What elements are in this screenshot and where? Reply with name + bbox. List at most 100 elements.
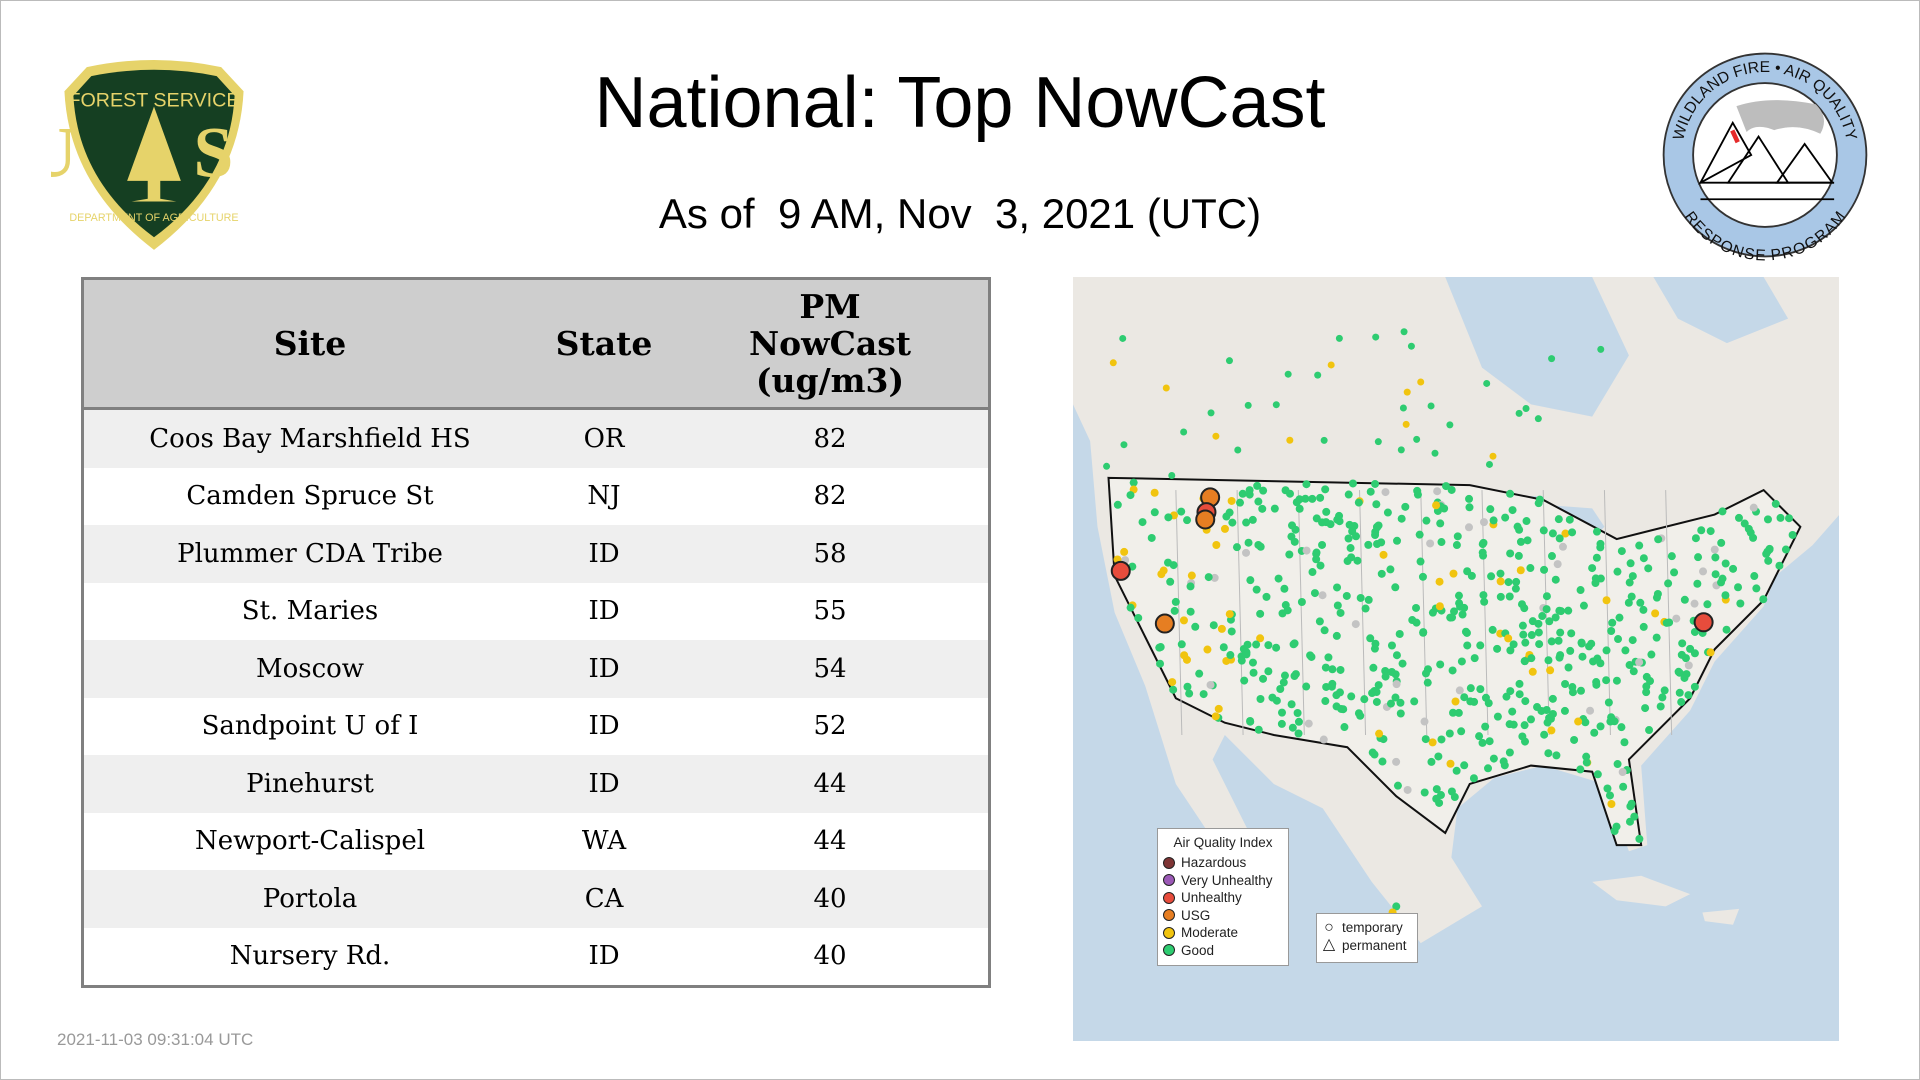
monitor-good[interactable] [1677, 650, 1686, 659]
monitor-good[interactable] [1252, 640, 1261, 649]
monitor-good[interactable] [1307, 652, 1316, 661]
monitor-good[interactable] [1372, 687, 1381, 696]
monitor-good[interactable] [1515, 690, 1524, 699]
monitor-good[interactable] [1366, 634, 1375, 643]
monitor-good[interactable] [1625, 661, 1634, 670]
monitor-canada[interactable] [1403, 388, 1411, 396]
monitor-moderate[interactable] [1428, 738, 1437, 747]
monitor-good[interactable] [1721, 559, 1730, 568]
monitor-good[interactable] [1520, 721, 1529, 730]
monitor-good[interactable] [1308, 494, 1317, 503]
monitor-moderate[interactable] [1168, 678, 1177, 687]
monitor-canada[interactable] [1119, 334, 1127, 342]
monitor-good[interactable] [1639, 622, 1648, 631]
monitor-good[interactable] [1547, 552, 1556, 561]
monitor-good[interactable] [1287, 700, 1296, 709]
monitor-good[interactable] [1138, 518, 1147, 527]
monitor-good[interactable] [1370, 644, 1379, 653]
monitor-good[interactable] [1248, 658, 1257, 667]
monitor-good[interactable] [1321, 697, 1330, 706]
monitor-good[interactable] [1605, 791, 1614, 800]
monitor-moderate[interactable] [1435, 577, 1444, 586]
monitor-good[interactable] [1147, 533, 1156, 542]
monitor-good[interactable] [1228, 518, 1237, 527]
monitor-moderate[interactable] [1214, 704, 1223, 713]
monitor-canada[interactable] [1489, 452, 1497, 460]
monitor-good[interactable] [1678, 639, 1687, 648]
monitor-canada[interactable] [1372, 333, 1380, 341]
monitor-good[interactable] [1478, 540, 1487, 549]
monitor-good[interactable] [1628, 636, 1637, 645]
monitor-good[interactable] [1374, 521, 1383, 530]
monitor-good[interactable] [1736, 599, 1745, 608]
monitor-no-data[interactable] [1710, 545, 1719, 554]
monitor-canada[interactable] [1207, 409, 1215, 417]
monitor-canada[interactable] [1103, 462, 1111, 470]
monitor-good[interactable] [1576, 686, 1585, 695]
monitor-good[interactable] [1513, 522, 1522, 531]
monitor-no-data[interactable] [1684, 661, 1693, 670]
monitor-good[interactable] [1391, 583, 1400, 592]
monitor-good[interactable] [1504, 578, 1513, 587]
monitor-canada[interactable] [1427, 402, 1435, 410]
monitor-good[interactable] [1401, 502, 1410, 511]
monitor-good[interactable] [1614, 635, 1623, 644]
monitor-good[interactable] [1422, 516, 1431, 525]
monitor-good[interactable] [1302, 682, 1311, 691]
monitor-good[interactable] [1246, 716, 1255, 725]
monitor-unhealthy[interactable] [1110, 560, 1131, 581]
monitor-good[interactable] [1521, 697, 1530, 706]
monitor-good[interactable] [1294, 717, 1303, 726]
monitor-good[interactable] [1227, 627, 1236, 636]
monitor-good[interactable] [1232, 543, 1241, 552]
monitor-canada[interactable] [1483, 379, 1491, 387]
monitor-good[interactable] [1694, 553, 1703, 562]
monitor-good[interactable] [1288, 723, 1297, 732]
monitor-good[interactable] [1360, 695, 1369, 704]
monitor-good[interactable] [1759, 595, 1768, 604]
monitor-no-data[interactable] [1553, 560, 1562, 569]
monitor-good[interactable] [1434, 752, 1443, 761]
monitor-no-data[interactable] [1558, 542, 1567, 551]
monitor-no-data[interactable] [1381, 488, 1390, 497]
monitor-canada[interactable] [1446, 421, 1454, 429]
monitor-good[interactable] [1292, 498, 1301, 507]
monitor-good[interactable] [1437, 538, 1446, 547]
monitor-good[interactable] [1750, 572, 1759, 581]
monitor-good[interactable] [1592, 553, 1601, 562]
monitor-good[interactable] [1484, 764, 1493, 773]
monitor-moderate[interactable] [1706, 648, 1715, 657]
monitor-canada[interactable] [1400, 328, 1408, 336]
monitor-good[interactable] [1486, 505, 1495, 514]
monitor-good[interactable] [1626, 559, 1635, 568]
monitor-good[interactable] [1316, 493, 1325, 502]
monitor-good[interactable] [1587, 639, 1596, 648]
monitor-canada[interactable] [1485, 460, 1493, 468]
monitor-good[interactable] [1452, 766, 1461, 775]
monitor-good[interactable] [1526, 715, 1535, 724]
monitor-good[interactable] [1771, 499, 1780, 508]
monitor-good[interactable] [1333, 601, 1342, 610]
monitor-good[interactable] [1717, 538, 1726, 547]
monitor-good[interactable] [1354, 709, 1363, 718]
monitor-good[interactable] [1436, 660, 1445, 669]
monitor-good[interactable] [1487, 572, 1496, 581]
monitor-good[interactable] [1578, 652, 1587, 661]
monitor-good[interactable] [1718, 574, 1727, 583]
monitor-good[interactable] [1222, 512, 1231, 521]
monitor-no-data[interactable] [1206, 680, 1215, 689]
monitor-good[interactable] [1711, 553, 1720, 562]
monitor-good[interactable] [1321, 663, 1330, 672]
monitor-moderate[interactable] [1516, 566, 1525, 575]
monitor-good[interactable] [1166, 577, 1175, 586]
monitor-moderate[interactable] [1217, 624, 1226, 633]
monitor-good[interactable] [1642, 688, 1651, 697]
monitor-good[interactable] [1312, 549, 1321, 558]
monitor-good[interactable] [1412, 603, 1421, 612]
monitor-moderate[interactable] [1220, 524, 1229, 533]
monitor-usg[interactable] [1154, 613, 1175, 634]
monitor-no-data[interactable] [1479, 518, 1488, 527]
monitor-good[interactable] [1336, 608, 1345, 617]
monitor-good[interactable] [1377, 569, 1386, 578]
monitor-good[interactable] [1372, 697, 1381, 706]
